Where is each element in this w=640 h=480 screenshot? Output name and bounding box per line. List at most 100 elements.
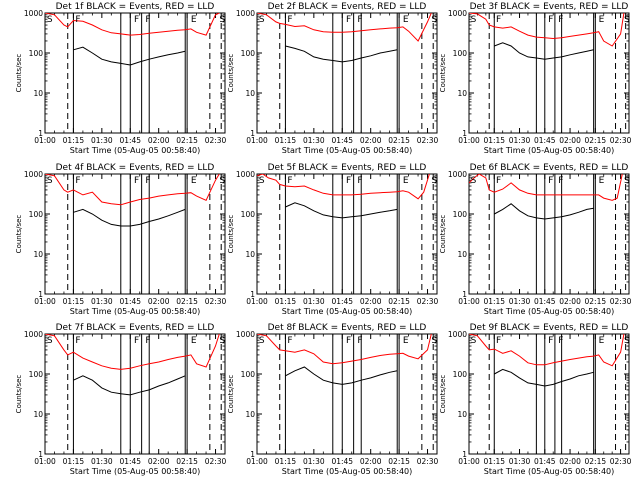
series-line-lld	[257, 334, 432, 365]
interval-annotation: E	[599, 336, 605, 346]
chart-title: Det 6f BLACK = Events, RED = LLD	[470, 163, 629, 173]
y-tick-label: 10	[457, 250, 467, 259]
interval-annotation: F	[496, 336, 501, 346]
series-line-lld	[45, 13, 220, 36]
y-tick-label: 10	[33, 410, 43, 419]
interval-annotation: E	[599, 15, 605, 25]
interval-annotation: E	[191, 15, 197, 25]
y-tick-label: 100	[453, 49, 468, 58]
y-tick-label: 1000	[24, 9, 43, 18]
x-tick-label: 01:15	[63, 457, 85, 466]
interval-annotation: F	[357, 336, 362, 346]
y-tick-label: 1000	[236, 9, 255, 18]
chart-panel-6: Det 6f BLACK = Events, RED = LLD 1 10 100 10…	[439, 163, 632, 316]
x-tick-label: 02:00	[559, 297, 581, 306]
y-tick-label: 100	[29, 49, 44, 58]
series-line-lld	[45, 174, 220, 206]
x-tick-label: 02:30	[610, 297, 632, 306]
interval-annotation: F	[548, 15, 553, 25]
interval-annotation: S	[259, 176, 265, 186]
interval-annotation: S	[47, 15, 53, 25]
x-tick-label: 02:15	[176, 297, 198, 306]
plot-frame	[44, 12, 226, 134]
series-line-events	[73, 46, 186, 66]
chart-panel-1: Det 1f BLACK = Events, RED = LLD 1 10 100 10…	[15, 2, 227, 155]
x-tick-label: 01:30	[303, 136, 325, 145]
x-tick-label: 02:15	[585, 297, 607, 306]
interval-annotation: F	[558, 15, 563, 25]
x-axis-label: Start Time (05-Aug-05 00:58:40)	[70, 146, 201, 155]
y-tick-label: 1	[38, 129, 43, 138]
y-tick-label: 1000	[448, 330, 467, 339]
interval-annotation: S	[47, 176, 53, 186]
series-line-lld	[469, 174, 623, 201]
x-tick-label: 01:00	[34, 457, 56, 466]
x-tick-label: 01:45	[534, 457, 556, 466]
interval-annotation: S	[219, 176, 225, 186]
x-tick-label: 01:15	[275, 297, 297, 306]
x-tick-label: 01:30	[303, 457, 325, 466]
chart-panel-5: Det 5f BLACK = Events, RED = LLD 1 10 100 10…	[227, 163, 439, 316]
interval-annotation: S	[219, 15, 225, 25]
y-tick-label: 100	[241, 210, 256, 219]
interval-annotation: F	[558, 336, 563, 346]
x-axis-label: Start Time (05-Aug-05 00:58:40)	[282, 467, 413, 476]
chart-title: Det 1f BLACK = Events, RED = LLD	[56, 2, 215, 12]
x-tick-label: 01:45	[119, 297, 141, 306]
interval-annotation: S	[259, 15, 265, 25]
y-tick-label: 100	[453, 370, 468, 379]
interval-annotation: F	[287, 336, 292, 346]
x-tick-label: 02:30	[205, 457, 227, 466]
interval-annotation: S	[624, 176, 630, 186]
interval-annotation: F	[548, 176, 553, 186]
interval-annotation: S	[431, 15, 437, 25]
x-tick-label: 02:15	[176, 136, 198, 145]
series-line-lld	[469, 334, 625, 367]
x-tick-label: 02:00	[559, 136, 581, 145]
x-tick-label: 01:45	[534, 297, 556, 306]
x-tick-label: 01:00	[246, 457, 268, 466]
x-tick-label: 01:00	[458, 297, 480, 306]
x-tick-label: 01:15	[275, 457, 297, 466]
y-tick-label: 1	[38, 290, 43, 299]
interval-annotation: S	[624, 15, 630, 25]
interval-annotation: S	[47, 336, 53, 346]
x-tick-label: 02:00	[148, 457, 170, 466]
y-axis-label: Counts/sec	[439, 54, 447, 93]
interval-annotation: S	[259, 336, 265, 346]
x-tick-label: 01:00	[246, 297, 268, 306]
x-axis-label: Start Time (05-Aug-05 00:58:40)	[484, 307, 615, 316]
chart-panel-3: Det 3f BLACK = Events, RED = LLD 1 10 100 10…	[439, 2, 632, 155]
series-line-events	[494, 368, 594, 387]
interval-annotation: F	[145, 176, 150, 186]
interval-annotation: F	[287, 15, 292, 25]
plot-frame	[256, 333, 438, 455]
interval-annotation: F	[558, 176, 563, 186]
y-axis-label: Counts/sec	[227, 215, 235, 254]
x-tick-label: 02:30	[610, 136, 632, 145]
interval-annotation: S	[471, 176, 477, 186]
x-tick-label: 02:30	[205, 136, 227, 145]
x-tick-label: 01:15	[63, 136, 85, 145]
x-axis-label: Start Time (05-Aug-05 00:58:40)	[282, 307, 413, 316]
y-tick-label: 1	[462, 129, 467, 138]
chart-title: Det 5f BLACK = Events, RED = LLD	[268, 163, 427, 173]
x-tick-label: 01:30	[91, 136, 113, 145]
chart-panel-7: Det 7f BLACK = Events, RED = LLD 1 10 100 10…	[15, 323, 227, 476]
x-tick-label: 01:15	[63, 297, 85, 306]
plot-frame	[256, 173, 438, 295]
chart-title: Det 7f BLACK = Events, RED = LLD	[56, 323, 215, 333]
x-tick-label: 01:45	[119, 136, 141, 145]
interval-annotation: F	[134, 176, 139, 186]
plot-frame	[44, 333, 226, 455]
interval-annotation: F	[75, 15, 80, 25]
interval-annotation: F	[346, 15, 351, 25]
series-line-events	[494, 42, 594, 60]
interval-annotation: F	[75, 336, 80, 346]
y-tick-label: 10	[457, 410, 467, 419]
interval-annotation: S	[471, 336, 477, 346]
x-axis-label: Start Time (05-Aug-05 00:58:40)	[70, 467, 201, 476]
interval-annotation: F	[134, 336, 139, 346]
interval-annotation: S	[471, 15, 477, 25]
y-tick-label: 1000	[24, 170, 43, 179]
